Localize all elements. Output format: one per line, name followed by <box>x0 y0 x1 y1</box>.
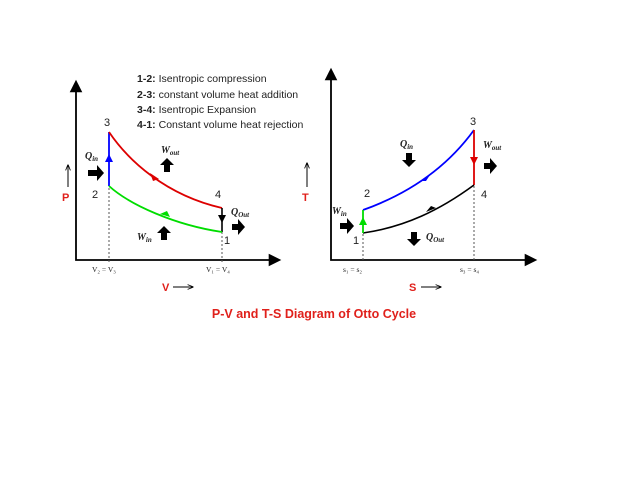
svg-text:1-2: Isentropic compression: 1-2: Isentropic compression <box>137 73 267 85</box>
pv-diagram: 3 2 4 1 Qin Wout QOut Win V₂ = V₃ V₁ = V… <box>62 79 282 294</box>
pv-arrow-1-2 <box>160 211 170 217</box>
legend-text-3: Isentropic Expansion <box>159 104 257 116</box>
pv-point-1: 1 <box>224 235 230 247</box>
pv-w-in-arrow-icon <box>157 226 171 240</box>
legend-key-4: 4-1: <box>137 119 156 131</box>
pv-point-4: 4 <box>215 189 221 201</box>
ts-arrow-1-2 <box>359 217 367 225</box>
pv-process-1-2 <box>108 185 223 233</box>
pv-w-out-arrow-icon <box>160 158 174 172</box>
ts-q-out-arrow-icon <box>407 232 421 246</box>
ts-point-2: 2 <box>364 188 370 200</box>
ts-arrow-3-4 <box>470 157 478 165</box>
ts-arrow-2-3 <box>420 175 430 181</box>
process-legend: 1-2: Isentropic compression 2-3: constan… <box>137 73 304 131</box>
pv-w-in-label: Win <box>137 232 152 244</box>
legend-text-4: Constant volume heat rejection <box>159 119 304 131</box>
ts-y-axis-label: T <box>302 192 309 204</box>
svg-text:2-3: constant volume heat addi: 2-3: constant volume heat addition <box>137 89 298 101</box>
diagram-title: P-V and T-S Diagram of Otto Cycle <box>212 307 416 321</box>
legend-key-3: 3-4: <box>137 104 156 116</box>
ts-process-2-3 <box>362 129 475 211</box>
ts-arrow-4-1 <box>426 206 436 212</box>
pv-arrow-4-1 <box>218 215 226 223</box>
pv-y-axis-label: P <box>62 192 69 204</box>
pv-tick-left: V₂ = V₃ <box>92 265 116 274</box>
ts-x-axis-label: S <box>409 282 416 294</box>
pv-w-out-label: Wout <box>161 145 180 157</box>
ts-q-in-label: Qin <box>400 139 413 151</box>
pv-q-out-arrow-icon <box>232 219 245 235</box>
ts-axes <box>324 67 538 267</box>
pv-point-3: 3 <box>104 117 110 129</box>
ts-w-out-label: Wout <box>483 140 502 152</box>
pv-tick-right: V₁ = V₄ <box>206 265 230 274</box>
ts-q-out-label: QOut <box>426 232 445 244</box>
ts-tick-right: s₃ = s₄ <box>460 265 479 274</box>
svg-text:4-1: Constant volume heat reje: 4-1: Constant volume heat rejection <box>137 119 304 131</box>
legend-text-1: Isentropic compression <box>159 73 267 85</box>
legend-text-2: constant volume heat addition <box>159 89 299 101</box>
ts-w-in-arrow-icon <box>340 218 354 234</box>
legend-key-2: 2-3: <box>137 89 156 101</box>
ts-tick-left: s₁ = s₂ <box>343 265 362 274</box>
ts-w-in-label: Win <box>332 206 347 218</box>
legend-key-1: 1-2: <box>137 73 156 85</box>
ts-point-3: 3 <box>470 116 476 128</box>
pv-arrow-3-4 <box>150 173 159 181</box>
ts-point-1: 1 <box>353 235 359 247</box>
pv-q-in-arrow-icon <box>88 165 104 181</box>
svg-text:3-4: Isentropic Expansion: 3-4: Isentropic Expansion <box>137 104 256 116</box>
pv-q-in-label: Qin <box>85 151 98 163</box>
pv-axes <box>69 79 282 267</box>
pv-x-axis-label: V <box>162 282 170 294</box>
ts-diagram: 3 2 4 1 Qin Wout Win QOut s₁ = s₂ s₃ = s… <box>302 67 538 294</box>
ts-q-in-arrow-icon <box>402 153 416 167</box>
pv-arrow-2-3 <box>105 154 113 162</box>
pv-q-out-label: QOut <box>231 207 250 219</box>
pv-point-2: 2 <box>92 189 98 201</box>
ts-point-4: 4 <box>481 189 487 201</box>
ts-w-out-arrow-icon <box>484 158 497 174</box>
ts-process-4-1 <box>362 184 475 234</box>
